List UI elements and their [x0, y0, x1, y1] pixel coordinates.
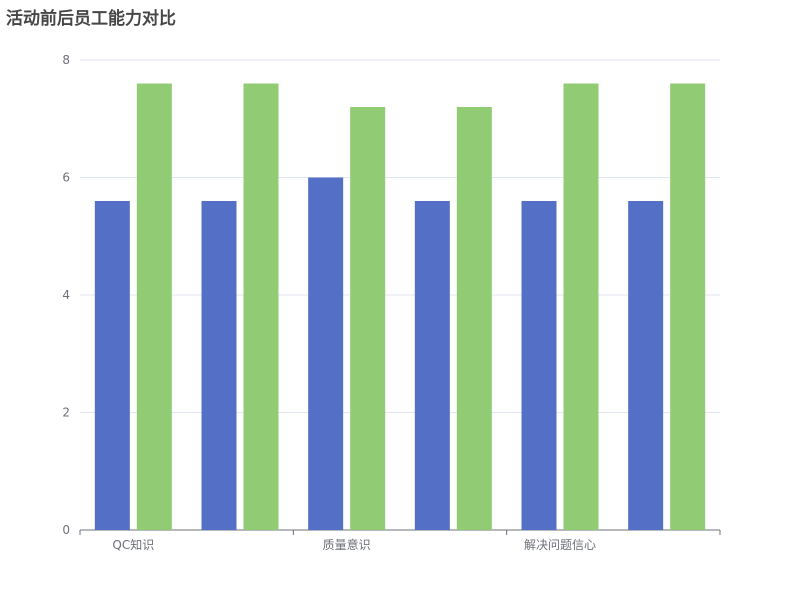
- bar-series1-6: [628, 201, 664, 530]
- y-tick-label: 2: [62, 406, 70, 420]
- x-tick-label: QC知识: [112, 538, 154, 552]
- bar-series1-4: [414, 201, 450, 530]
- bar-series2-6: [670, 83, 706, 530]
- bar-series1-5: [521, 201, 557, 530]
- bar-series1-2: [201, 201, 237, 530]
- bar-series2-4: [456, 107, 492, 530]
- bar-series2-3: [350, 107, 386, 530]
- y-tick-label: 4: [62, 288, 70, 302]
- y-tick-label: 6: [62, 171, 70, 185]
- bar-series2-5: [563, 83, 599, 530]
- bar-series1-1: [94, 201, 130, 530]
- bar-series2-2: [243, 83, 279, 530]
- x-tick-label: 质量意识: [323, 537, 371, 552]
- y-tick-label: 8: [62, 53, 70, 67]
- chart-title: 活动前后员工能力对比: [6, 9, 176, 29]
- bar-series1-3: [308, 177, 344, 530]
- bar-series2-1: [136, 83, 172, 530]
- y-tick-label: 0: [62, 523, 70, 537]
- x-tick-label: 解决问题信心: [524, 538, 596, 552]
